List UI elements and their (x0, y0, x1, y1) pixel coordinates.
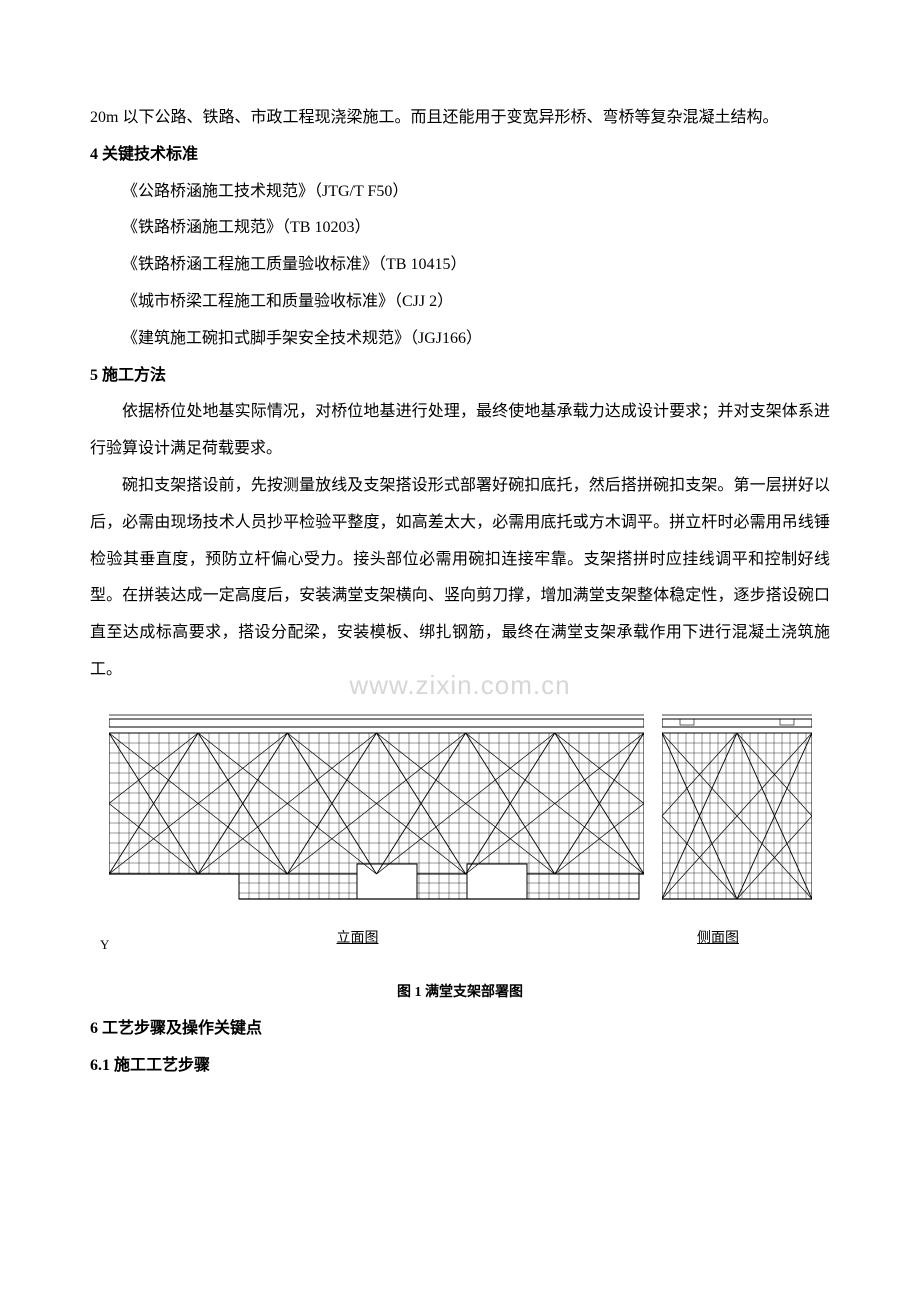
heading-5: 5 施工方法 (90, 358, 830, 395)
side-diagram (662, 709, 812, 919)
para-continuation: 20m 以下公路、铁路、市政工程现浇梁施工。而且还能用于变宽异形桥、弯桥等复杂混… (90, 100, 830, 137)
heading-4: 4 关键技术标准 (90, 137, 830, 174)
para-5a: 依据桥位处地基实际情况，对桥位地基进行处理，最终使地基承载力达成设计要求；并对支… (90, 394, 830, 468)
standard-1: 《公路桥涵施工技术规范》（JTG/T F50） (90, 174, 830, 211)
standard-2: 《铁路桥涵施工规范》（TB 10203） (90, 210, 830, 247)
standard-5: 《建筑施工碗扣式脚手架安全技术规范》（JGJ166） (90, 321, 830, 358)
heading-6-1: 6.1 施工工艺步骤 (90, 1048, 830, 1085)
standard-3: 《铁路桥涵工程施工质量验收标准》（TB 10415） (90, 247, 830, 284)
figure-1: 立面图 侧面图 Y 图 1 满堂支架部署图 (90, 709, 830, 1001)
para-5b: 碗扣支架搭设前，先按测量放线及支架搭设形式部署好碗扣底托，然后搭拼碗扣支架。第一… (90, 468, 830, 689)
elevation-diagram (109, 709, 644, 919)
standard-4: 《城市桥梁工程施工和质量验收标准》（CJJ 2） (90, 284, 830, 321)
y-axis-label: Y (100, 937, 840, 953)
heading-6: 6 工艺步骤及操作关键点 (90, 1011, 830, 1048)
figure-title: 图 1 满堂支架部署图 (90, 981, 830, 1001)
